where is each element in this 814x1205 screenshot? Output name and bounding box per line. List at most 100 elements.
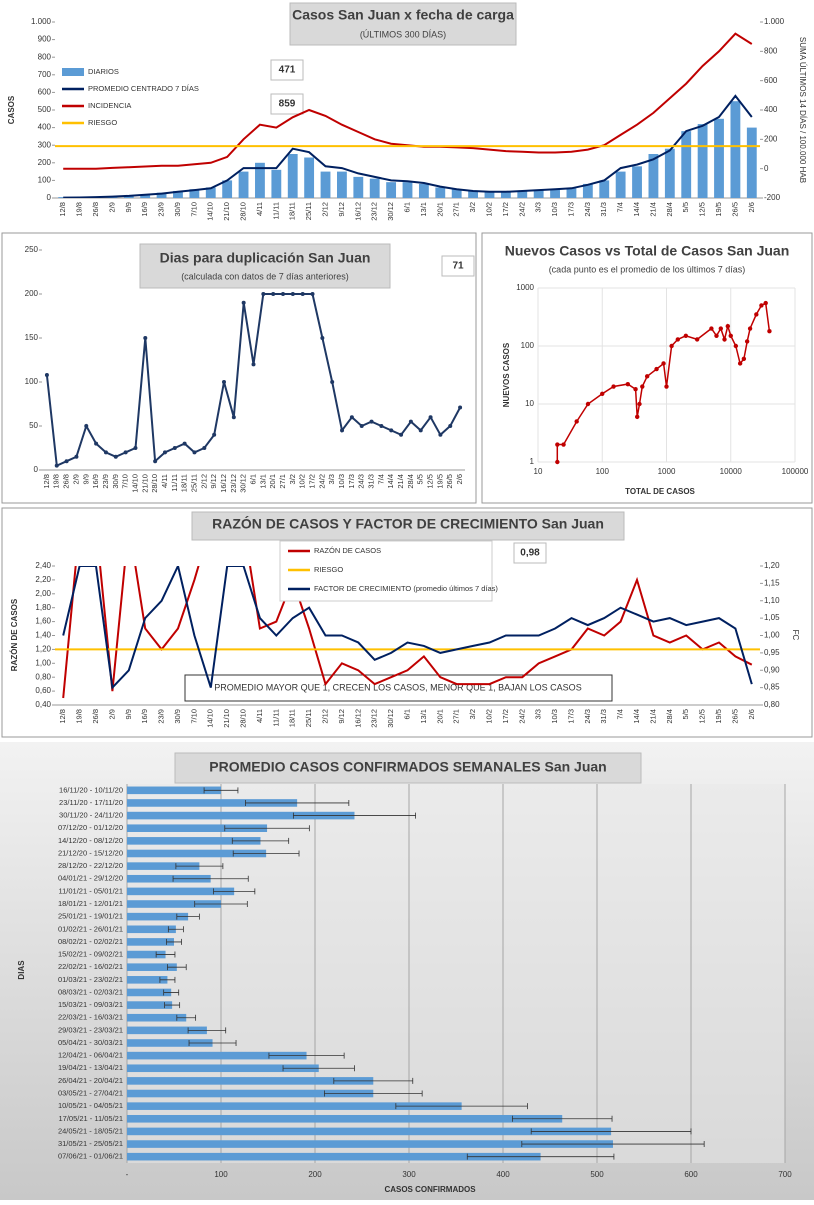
- bar: [664, 148, 675, 198]
- point: [113, 454, 118, 459]
- error-bar: [167, 926, 184, 933]
- error-bar: [176, 1014, 197, 1021]
- x-tick-label: 7/10: [121, 474, 130, 489]
- bar: [189, 189, 200, 198]
- y-tick-label: 1,20: [35, 645, 51, 654]
- error-bar: [232, 850, 300, 857]
- bar: [127, 900, 221, 908]
- point: [153, 459, 158, 464]
- point: [661, 361, 666, 366]
- x-tick-label: 30/12: [386, 709, 395, 728]
- bar: [140, 194, 151, 198]
- x-tick-label: 19/8: [52, 474, 61, 489]
- x-tick-label: 28/10: [239, 202, 248, 221]
- bar: [451, 189, 462, 198]
- point: [555, 459, 560, 465]
- y-tick-label: 600: [38, 88, 52, 97]
- bar: [550, 189, 560, 198]
- y-tick-label: 300: [38, 140, 52, 149]
- x-tick-label: 7/10: [189, 709, 198, 724]
- x-tick-label: 21/10: [140, 474, 149, 493]
- legend-label: RIESGO: [88, 118, 117, 127]
- y-tick-label: 50: [29, 421, 38, 430]
- x-tick-label: 12/8: [58, 709, 67, 724]
- error-bar: [187, 1027, 227, 1034]
- y-tick-label: 21/12/20 - 15/12/20: [58, 848, 123, 857]
- x-tick-label: 27/1: [278, 474, 287, 489]
- bar: [58, 197, 69, 198]
- point: [714, 333, 719, 338]
- y-tick-label: 15/03/21 - 09/03/21: [58, 1000, 123, 1009]
- x-tick-label: 12/8: [42, 474, 51, 489]
- x-tick-label: 3/3: [534, 202, 543, 212]
- bar: [500, 191, 511, 198]
- bar: [127, 988, 172, 997]
- point: [349, 415, 354, 420]
- point: [611, 384, 616, 389]
- x-tick-label: 18/11: [288, 709, 297, 727]
- x-tick-label: 10/3: [337, 474, 346, 489]
- point: [744, 339, 750, 344]
- note: PROMEDIO MAYOR QUE 1, CRECEN LOS CASOS, …: [214, 682, 581, 692]
- point: [162, 450, 167, 455]
- x-tick-label: 10/2: [298, 474, 307, 489]
- error-bar: [164, 1002, 181, 1009]
- x-tick-label: 11/11: [271, 202, 280, 220]
- y2-axis-label: FC: [791, 630, 800, 641]
- legend-label: DIARIOS: [88, 67, 119, 76]
- y-tick-label: 0: [34, 465, 39, 474]
- x-tick-label: 17/2: [308, 474, 317, 489]
- bar: [582, 183, 593, 198]
- y-tick-label: 01/02/21 - 26/01/21: [58, 924, 123, 933]
- x-tick-label: 14/10: [130, 474, 139, 493]
- point: [330, 380, 335, 384]
- point: [574, 419, 579, 424]
- x-tick-label: 23/9: [157, 709, 166, 724]
- y-tick-label: 05/04/21 - 30/03/21: [58, 1038, 123, 1047]
- bar: [127, 1013, 187, 1022]
- bar: [386, 182, 397, 198]
- title-box: [289, 2, 517, 46]
- bar: [127, 912, 189, 921]
- y-axis-label: NUEVOS CASOS: [502, 342, 511, 407]
- point: [722, 337, 727, 342]
- y-tick-label: 04/01/21 - 29/12/20: [58, 874, 123, 883]
- y-tick-label: 1.000: [31, 17, 52, 26]
- bar: [127, 1127, 612, 1136]
- x-tick-label: 21/10: [222, 709, 231, 728]
- x-tick-label: 3/2: [468, 709, 477, 719]
- x-tick-label: 20/1: [435, 709, 444, 724]
- bar: [127, 963, 177, 971]
- y-tick-label: 23/11/20 - 17/11/20: [59, 798, 123, 807]
- x-tick-label: 27/1: [452, 202, 461, 217]
- point: [683, 333, 689, 338]
- x-tick-label: 14/4: [632, 202, 641, 217]
- x-tick-label: 21/4: [396, 474, 405, 489]
- bar: [127, 1077, 374, 1085]
- bar: [127, 1089, 374, 1098]
- x-tick-label: 9/9: [81, 474, 90, 484]
- y-tick-label: 2,00: [35, 589, 51, 598]
- panel: [481, 232, 813, 504]
- bar: [127, 938, 174, 946]
- y-tick-label: 1000: [516, 283, 534, 292]
- x-tick-label: 700: [778, 1170, 792, 1179]
- error-bar: [395, 1103, 528, 1110]
- x-tick-label: 3/3: [534, 709, 543, 719]
- error-bar: [530, 1128, 692, 1135]
- y-tick-label: 22/03/21 - 16/03/21: [58, 1013, 123, 1022]
- y-tick-label: 10: [525, 399, 534, 408]
- x-tick-label: 13/1: [419, 202, 428, 217]
- legend-swatch: [62, 68, 84, 76]
- x-tick-label: 26/5: [730, 709, 739, 724]
- annotation-box: [270, 59, 304, 81]
- y-tick-label: 08/03/21 - 02/03/21: [58, 987, 123, 996]
- point: [640, 384, 645, 389]
- chart-title: PROMEDIO CASOS CONFIRMADOS SEMANALES San…: [209, 759, 606, 775]
- x-tick-label: 23/12: [370, 709, 379, 728]
- bar: [681, 131, 692, 198]
- y2-tick-label: 1,10: [764, 596, 780, 605]
- point: [320, 336, 325, 340]
- y-tick-label: 1,40: [35, 631, 51, 640]
